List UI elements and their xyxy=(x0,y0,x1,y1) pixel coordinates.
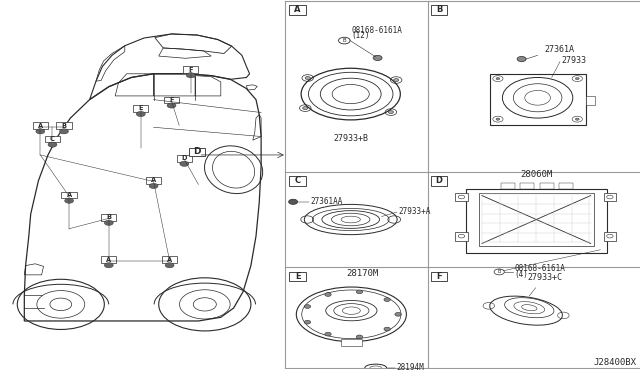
FancyBboxPatch shape xyxy=(540,183,554,189)
Circle shape xyxy=(289,199,298,204)
Text: J28400BX: J28400BX xyxy=(593,358,636,367)
Circle shape xyxy=(325,332,332,336)
Circle shape xyxy=(60,129,68,134)
FancyBboxPatch shape xyxy=(189,148,205,155)
Text: C: C xyxy=(50,136,55,142)
Text: A: A xyxy=(294,6,301,15)
FancyBboxPatch shape xyxy=(559,183,573,189)
Circle shape xyxy=(356,335,363,339)
Text: 08168-6161A: 08168-6161A xyxy=(351,26,402,35)
Text: 28194M: 28194M xyxy=(396,363,424,372)
Circle shape xyxy=(36,129,45,134)
Text: E: E xyxy=(295,272,300,281)
Text: 27361AA: 27361AA xyxy=(310,196,343,206)
FancyBboxPatch shape xyxy=(289,176,306,186)
Circle shape xyxy=(48,142,57,147)
Circle shape xyxy=(325,293,332,296)
Circle shape xyxy=(167,103,176,108)
Circle shape xyxy=(356,290,363,294)
Text: 28060M: 28060M xyxy=(520,170,552,179)
Text: 27933+A: 27933+A xyxy=(398,207,431,216)
Circle shape xyxy=(304,305,310,308)
Circle shape xyxy=(180,161,189,166)
FancyBboxPatch shape xyxy=(133,105,148,112)
Text: B: B xyxy=(106,214,111,220)
Text: A: A xyxy=(151,177,156,183)
FancyBboxPatch shape xyxy=(164,97,179,103)
FancyBboxPatch shape xyxy=(431,5,447,15)
FancyBboxPatch shape xyxy=(289,272,306,282)
Circle shape xyxy=(305,77,310,80)
Circle shape xyxy=(388,110,394,113)
FancyBboxPatch shape xyxy=(431,176,447,186)
Circle shape xyxy=(384,298,390,301)
Circle shape xyxy=(165,263,174,268)
Circle shape xyxy=(496,118,500,120)
Circle shape xyxy=(149,183,158,189)
Text: D: D xyxy=(193,147,201,156)
Text: A: A xyxy=(106,257,111,263)
FancyBboxPatch shape xyxy=(146,177,161,184)
Circle shape xyxy=(575,77,579,80)
FancyBboxPatch shape xyxy=(101,214,116,221)
Circle shape xyxy=(303,107,308,110)
FancyBboxPatch shape xyxy=(183,67,198,73)
Text: C: C xyxy=(294,176,301,185)
Text: B: B xyxy=(497,269,501,275)
Text: 27933: 27933 xyxy=(562,57,587,65)
FancyBboxPatch shape xyxy=(501,183,515,189)
FancyBboxPatch shape xyxy=(177,155,192,161)
FancyBboxPatch shape xyxy=(101,256,116,263)
FancyBboxPatch shape xyxy=(604,193,616,201)
Text: A: A xyxy=(167,257,172,263)
FancyBboxPatch shape xyxy=(479,193,594,246)
Circle shape xyxy=(517,57,526,62)
FancyBboxPatch shape xyxy=(289,5,306,15)
FancyBboxPatch shape xyxy=(45,136,60,142)
FancyBboxPatch shape xyxy=(162,256,177,263)
Text: F: F xyxy=(169,97,174,103)
FancyBboxPatch shape xyxy=(490,74,586,125)
Text: 28170M: 28170M xyxy=(347,269,379,278)
Text: B: B xyxy=(436,6,442,15)
FancyBboxPatch shape xyxy=(520,183,534,189)
Circle shape xyxy=(496,77,500,80)
FancyBboxPatch shape xyxy=(466,189,607,253)
Text: 27933+C: 27933+C xyxy=(528,273,563,282)
Circle shape xyxy=(395,312,401,316)
FancyBboxPatch shape xyxy=(61,192,77,199)
Text: 27933+B: 27933+B xyxy=(333,134,368,143)
Text: (4): (4) xyxy=(515,270,529,279)
Text: D: D xyxy=(182,155,187,161)
Text: F: F xyxy=(188,67,193,73)
Text: D: D xyxy=(436,176,442,185)
Circle shape xyxy=(575,118,579,120)
Text: B: B xyxy=(61,123,67,129)
FancyBboxPatch shape xyxy=(604,232,616,241)
FancyBboxPatch shape xyxy=(341,339,362,346)
Circle shape xyxy=(65,198,74,203)
Text: A: A xyxy=(38,123,43,129)
Circle shape xyxy=(136,112,145,116)
FancyBboxPatch shape xyxy=(33,122,48,129)
Text: E: E xyxy=(138,105,143,112)
FancyBboxPatch shape xyxy=(431,272,447,282)
Circle shape xyxy=(373,55,382,61)
Text: F: F xyxy=(436,272,442,281)
FancyBboxPatch shape xyxy=(586,96,595,105)
Circle shape xyxy=(394,78,399,81)
Circle shape xyxy=(104,220,113,225)
FancyBboxPatch shape xyxy=(56,122,72,129)
FancyBboxPatch shape xyxy=(455,193,468,201)
Circle shape xyxy=(104,263,113,268)
Text: B: B xyxy=(342,38,346,43)
Circle shape xyxy=(186,73,195,78)
Circle shape xyxy=(304,320,310,324)
Text: (12): (12) xyxy=(351,31,370,40)
Circle shape xyxy=(384,327,390,331)
Text: 08168-6161A: 08168-6161A xyxy=(515,264,565,273)
FancyBboxPatch shape xyxy=(455,232,468,241)
Text: A: A xyxy=(67,192,72,198)
Text: 27361A: 27361A xyxy=(544,45,574,54)
